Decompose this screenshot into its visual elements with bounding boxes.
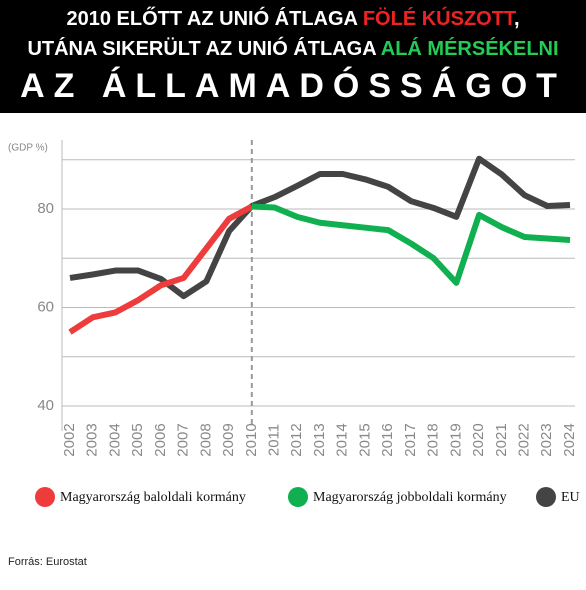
x-tick-label: 2002: [61, 423, 78, 456]
x-tick-label: 2024: [561, 423, 578, 456]
title-line: UTÁNA SIKERÜLT AZ UNIÓ ÁTLAGA ALÁ MÉRSÉK…: [27, 36, 558, 60]
title-segment: ALÁ MÉRSÉKELNI: [381, 37, 559, 60]
series-line: [251, 203, 571, 286]
x-tick-label: 2004: [106, 423, 123, 456]
title-line: AZ ÁLLAMADÓSSÁGOT: [20, 67, 566, 105]
title-segment: FÖLÉ KÚSZOTT: [363, 6, 516, 30]
title-segment: ,: [514, 8, 520, 30]
title-banner: [0, 0, 586, 113]
title-segment: UTÁNA SIKERÜLT AZ UNIÓ ÁTLAGA: [27, 36, 380, 60]
series-line: [69, 155, 571, 300]
x-tick-label: 2019: [447, 423, 464, 456]
x-tick-label: 2008: [197, 423, 214, 456]
legend-swatch: [288, 487, 308, 507]
x-tick-label: 2006: [152, 423, 169, 456]
x-tick-label: 2007: [175, 423, 192, 456]
title-line: 2010 ELŐTT AZ UNIÓ ÁTLAGA FÖLÉ KÚSZOTT,: [67, 6, 520, 30]
y-tick-label: 40: [37, 397, 54, 414]
legend-swatch: [35, 487, 55, 507]
x-tick-label: 2021: [493, 423, 510, 456]
x-tick-label: 2011: [266, 424, 283, 456]
x-tick-label: 2023: [538, 423, 555, 456]
x-tick-label: 2010: [243, 423, 260, 456]
x-tick-label: 2016: [379, 423, 396, 456]
x-tick-label: 2003: [84, 423, 101, 456]
y-tick-label: 60: [37, 298, 54, 315]
legend-swatch: [536, 487, 556, 507]
x-tick-label: 2020: [470, 423, 487, 456]
x-tick-label: 2017: [402, 423, 419, 456]
title-segment: AZ ÁLLAMADÓSSÁGOT: [20, 67, 566, 105]
x-tick-label: 2013: [311, 423, 328, 456]
y-axis-label: (GDP %): [8, 143, 48, 154]
x-tick-label: 2014: [334, 423, 351, 456]
y-tick-label: 80: [37, 200, 54, 217]
x-tick-label: 2015: [356, 423, 373, 456]
x-tick-label: 2009: [220, 423, 237, 456]
title-segment: 2010 ELŐTT AZ UNIÓ ÁTLAGA: [67, 6, 363, 30]
legend-label: Magyarország jobboldali kormány: [313, 490, 507, 505]
legend-label: Magyarország baloldali kormány: [60, 490, 246, 505]
series-line: [68, 203, 254, 335]
x-tick-label: 2022: [516, 423, 533, 456]
x-tick-label: 2005: [129, 423, 146, 456]
source: Forrás: Eurostat: [8, 556, 87, 568]
x-tick-label: 2012: [288, 423, 305, 456]
legend-label: EU: [561, 490, 580, 505]
x-tick-label: 2018: [425, 423, 442, 456]
